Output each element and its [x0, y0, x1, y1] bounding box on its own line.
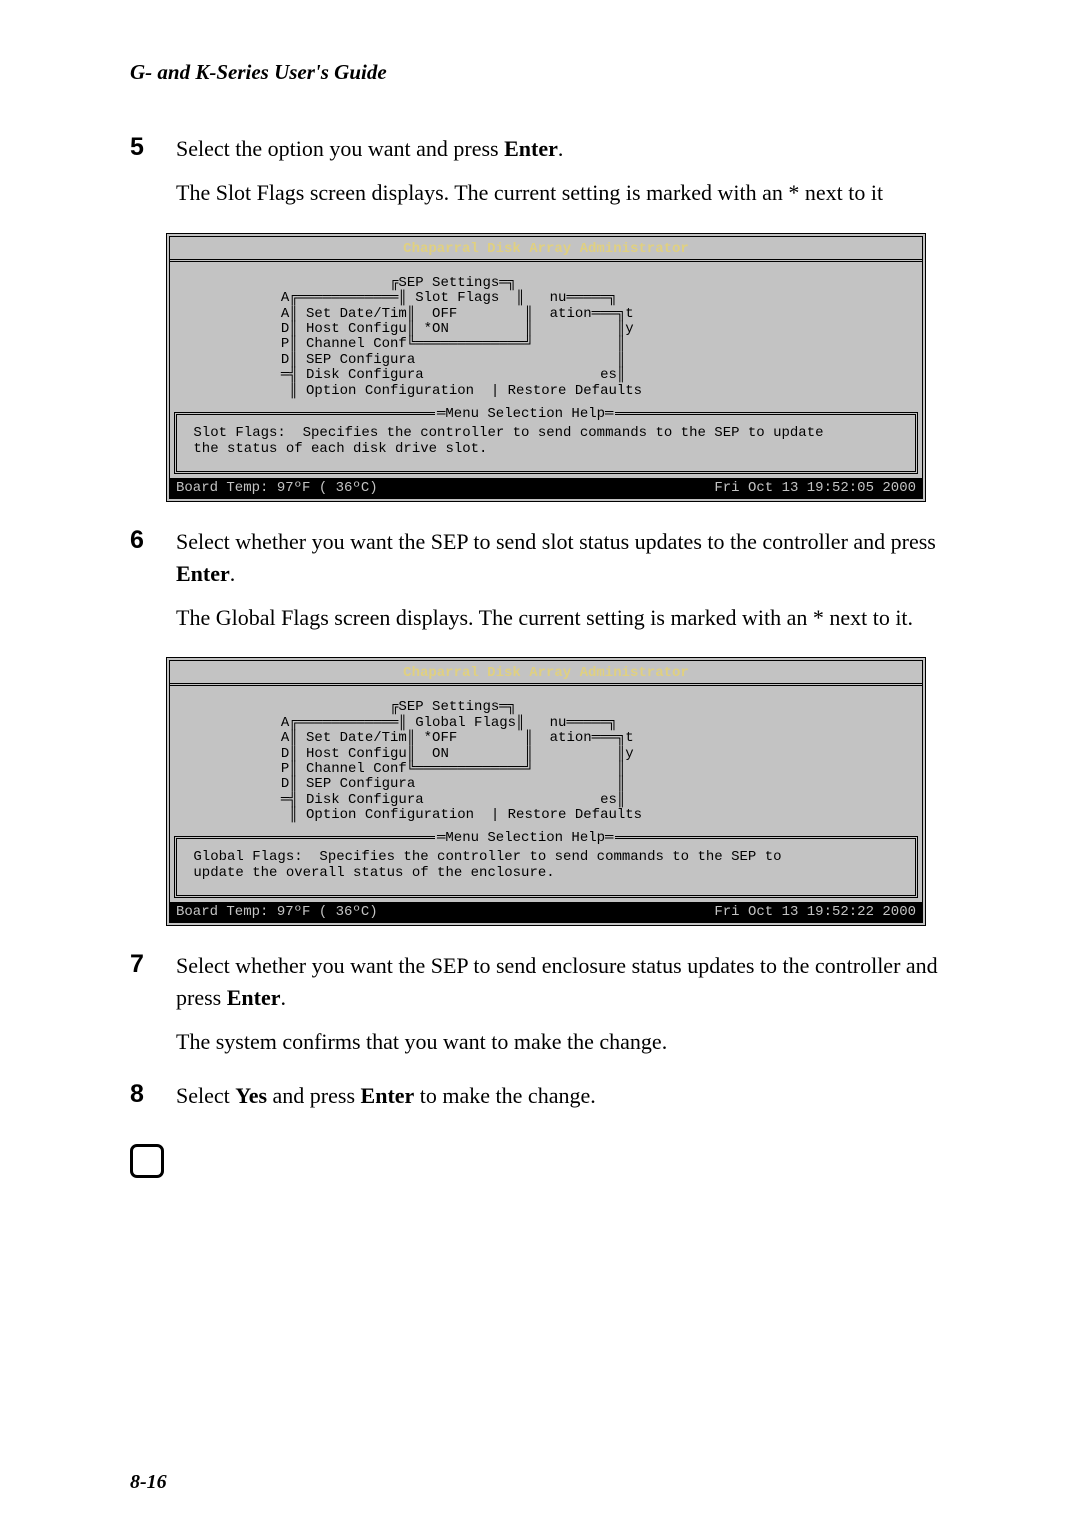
- text: to make the change.: [414, 1083, 595, 1108]
- enter-key: Enter: [504, 136, 558, 161]
- text: .: [230, 561, 236, 586]
- text: Select: [176, 1083, 235, 1108]
- text: .: [280, 985, 286, 1010]
- help-body: Global Flags: Specifies the controller t…: [185, 849, 907, 881]
- terminal-help: ═Menu Selection Help═ Slot Flags: Specif…: [174, 412, 918, 474]
- terminal-body: ╔SEP Settings═╗ A╔════════════║ Global F…: [170, 686, 922, 836]
- text: and press: [267, 1083, 360, 1108]
- step-number: 6: [130, 526, 176, 646]
- help-title: ═Menu Selection Help═: [435, 406, 615, 422]
- step-8: 8 Select Yes and press Enter to make the…: [130, 1080, 962, 1124]
- page-header: G- and K-Series User's Guide: [130, 60, 962, 85]
- step-5: 5 Select the option you want and press E…: [130, 133, 962, 221]
- status-right: Fri Oct 13 19:52:22 2000: [714, 904, 916, 920]
- terminal-status: Board Temp: 97ºF ( 36ºC) Fri Oct 13 19:5…: [170, 478, 922, 498]
- text: Select the option you want and press: [176, 136, 504, 161]
- text: The system confirms that you want to mak…: [176, 1026, 962, 1058]
- status-left: Board Temp: 97ºF ( 36ºC): [176, 480, 378, 496]
- step-number: 5: [130, 133, 176, 221]
- terminal-help: ═Menu Selection Help═ Global Flags: Spec…: [174, 836, 918, 898]
- enter-key: Enter: [227, 985, 281, 1010]
- step-number: 7: [130, 950, 176, 1070]
- text: .: [558, 136, 564, 161]
- page-number: 8-16: [130, 1471, 167, 1494]
- terminal-title: Chaparral Disk Array Administrator: [170, 237, 922, 262]
- help-title: ═Menu Selection Help═: [435, 830, 615, 846]
- text: The Global Flags screen displays. The cu…: [176, 602, 962, 634]
- text: Select whether you want the SEP to send …: [176, 529, 936, 554]
- enter-key: Enter: [176, 561, 230, 586]
- step-number: 8: [130, 1080, 176, 1124]
- status-left: Board Temp: 97ºF ( 36ºC): [176, 904, 378, 920]
- step-7: 7 Select whether you want the SEP to sen…: [130, 950, 962, 1070]
- step-6: 6 Select whether you want the SEP to sen…: [130, 526, 962, 646]
- text: The Slot Flags screen displays. The curr…: [176, 177, 962, 209]
- terminal-title: Chaparral Disk Array Administrator: [170, 661, 922, 686]
- terminal-global-flags: Chaparral Disk Array Administrator ╔SEP …: [166, 657, 926, 926]
- text: Select whether you want the SEP to send …: [176, 953, 938, 1010]
- end-section-icon: [130, 1144, 164, 1178]
- step-body: Select whether you want the SEP to send …: [176, 950, 962, 1070]
- terminal-status: Board Temp: 97ºF ( 36ºC) Fri Oct 13 19:5…: [170, 902, 922, 922]
- help-body: Slot Flags: Specifies the controller to …: [185, 425, 907, 457]
- terminal-slot-flags: Chaparral Disk Array Administrator ╔SEP …: [166, 233, 926, 502]
- terminal-body: ╔SEP Settings═╗ A╔════════════║ Slot Fla…: [170, 262, 922, 412]
- step-body: Select whether you want the SEP to send …: [176, 526, 962, 646]
- step-body: Select the option you want and press Ent…: [176, 133, 962, 221]
- enter-key: Enter: [361, 1083, 415, 1108]
- yes-key: Yes: [235, 1083, 267, 1108]
- status-right: Fri Oct 13 19:52:05 2000: [714, 480, 916, 496]
- step-body: Select Yes and press Enter to make the c…: [176, 1080, 962, 1124]
